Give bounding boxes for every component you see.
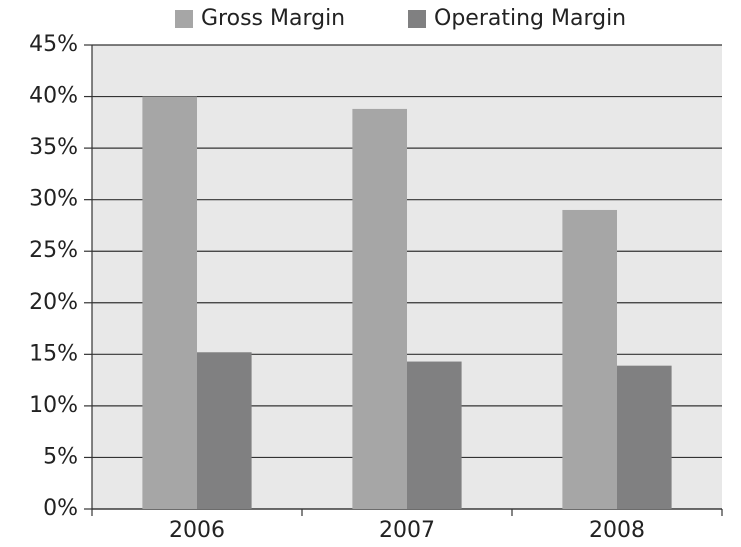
y-tick-label: 45% (29, 32, 78, 57)
y-tick-label: 5% (43, 444, 78, 469)
y-tick-label: 15% (29, 341, 78, 366)
y-tick-label: 40% (29, 84, 78, 109)
bar (617, 365, 672, 509)
y-tick-label: 0% (43, 496, 78, 521)
legend-label: Gross Margin (201, 6, 345, 31)
legend-label: Operating Margin (434, 6, 626, 31)
legend-swatch (175, 10, 193, 28)
y-tick-label: 25% (29, 238, 78, 263)
bar (142, 96, 197, 510)
bar (562, 209, 617, 509)
x-tick-label: 2006 (169, 518, 225, 543)
bar (407, 361, 462, 509)
bar (197, 352, 252, 509)
y-tick-label: 20% (29, 290, 78, 315)
x-tick-label: 2008 (589, 518, 645, 543)
y-tick-label: 30% (29, 187, 78, 212)
y-tick-label: 35% (29, 135, 78, 160)
bar (352, 108, 407, 509)
legend-swatch (408, 10, 426, 28)
y-tick-label: 10% (29, 393, 78, 418)
x-tick-label: 2007 (379, 518, 435, 543)
